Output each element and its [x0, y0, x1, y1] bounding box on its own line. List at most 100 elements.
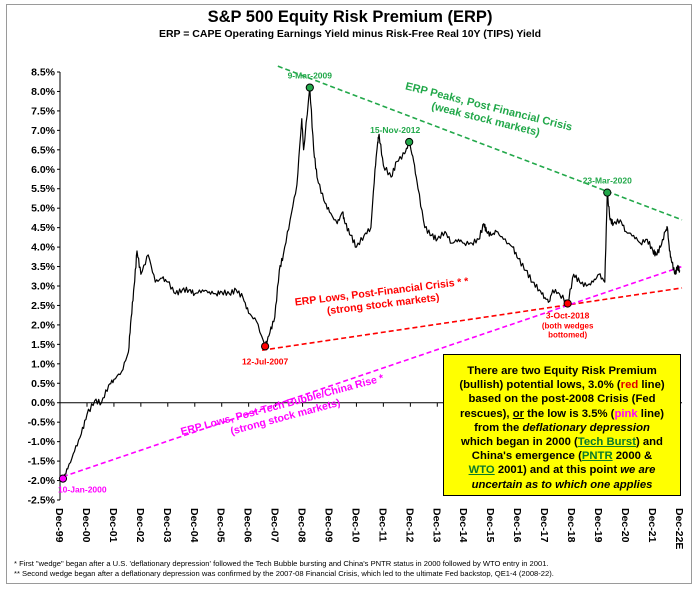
wedge-note-line: bottomed) — [548, 331, 587, 340]
pntr-link[interactable]: PNTR — [581, 450, 613, 463]
x-tick-label: Dec-22E — [673, 508, 685, 549]
x-tick-label: Dec-08 — [296, 508, 308, 543]
x-tick-label: Dec-11 — [376, 508, 388, 542]
y-tick-label: 6.0% — [31, 164, 56, 176]
wedge-note-line: (both wedges — [542, 322, 594, 331]
x-tick-label: Dec-16 — [511, 508, 523, 543]
y-tick-label: -1.5% — [28, 456, 56, 468]
trend-line-lows_post_tech — [62, 265, 683, 478]
x-tick-label: Dec-09 — [323, 508, 335, 543]
y-tick-label: 2.0% — [31, 319, 56, 331]
y-tick-label: 8.5% — [31, 67, 56, 79]
annotation-lows-crisis: ERP Lows, Post-Financial Crisis * *(stro… — [294, 275, 470, 317]
x-tick-label: Dec-02 — [134, 508, 146, 543]
x-tick-label: Dec-19 — [592, 508, 604, 543]
series-layer — [62, 87, 681, 479]
footnote-2: ** Second wedge began after a deflationa… — [14, 569, 554, 578]
info-box: There are two Equity Risk Premium (bulli… — [443, 354, 681, 496]
y-tick-label: 7.5% — [31, 105, 56, 117]
info-pink-word: pink — [614, 407, 638, 420]
footnotes: * First "wedge" began after a U.S. 'defl… — [14, 559, 690, 579]
marker-label: 10-Jan-2000 — [58, 485, 107, 495]
x-tick-label: Dec-20 — [619, 508, 631, 543]
info-line-4b: the low is 3.5% ( — [524, 407, 615, 420]
marker-point — [563, 299, 572, 308]
x-tick-label: Dec-21 — [646, 508, 658, 543]
y-tick-label: 6.5% — [31, 144, 56, 156]
x-tick-label: Dec-10 — [349, 508, 361, 543]
marker-label: 9-Mar-2009 — [288, 71, 333, 81]
info-red-word: red — [620, 379, 639, 392]
chart-frame — [6, 4, 692, 584]
axes: -2.5% -2.0% -1.5% -1.0% -0.5% 0.0% 0.5% 1.0% 1.5… — [28, 67, 685, 550]
info-line-8a: 2001) and at this point — [494, 464, 621, 477]
y-tick-label: -1.0% — [28, 436, 56, 448]
x-tick-label: Dec-06 — [242, 508, 254, 543]
trend-lines — [62, 65, 683, 478]
y-tick-label: -0.5% — [28, 417, 56, 429]
marker-label: 3-Oct-2018 — [546, 311, 590, 321]
trend-line-lows_post_crisis — [261, 287, 683, 351]
x-tick-label: Dec-03 — [161, 508, 173, 543]
info-line-2b: line) — [638, 379, 665, 392]
y-tick-label: 4.0% — [31, 242, 56, 254]
marker-label: 12-Jul-2007 — [242, 356, 289, 366]
info-line-7b: 2000 & — [612, 450, 653, 463]
x-tick-label: Dec-17 — [538, 508, 550, 543]
erp-series-line — [62, 87, 681, 479]
y-tick-label: 3.5% — [31, 261, 56, 273]
x-tick-label: Dec-12 — [403, 508, 415, 543]
info-line-4c: line) — [637, 407, 665, 420]
x-tick-label: Dec-04 — [188, 508, 200, 543]
annotation-lows-tech: ERP Lows, Post-Tech Bubble/China Rise *(… — [179, 372, 385, 438]
info-or-word: or — [512, 407, 525, 420]
x-tick-label: Dec-15 — [484, 508, 496, 543]
x-tick-label: Dec-00 — [80, 508, 92, 543]
info-we-are: we are — [620, 464, 656, 477]
y-tick-label: 7.0% — [31, 125, 56, 137]
marker-point — [603, 188, 612, 197]
info-line-7a: China's emergence ( — [471, 450, 582, 463]
markers-layer: 9-Mar-2009 15-Nov-2012 23-Mar-2020 12-Jul-2… — [58, 71, 632, 495]
y-tick-label: 1.5% — [31, 339, 56, 351]
y-tick-label: 1.0% — [31, 358, 56, 370]
marker-label: 23-Mar-2020 — [583, 176, 632, 186]
y-tick-label: 3.0% — [31, 281, 56, 293]
x-tick-label: Dec-99 — [53, 508, 65, 543]
footnote-1: * First "wedge" began after a U.S. 'defl… — [14, 559, 549, 568]
x-tick-label: Dec-05 — [215, 508, 227, 543]
marker-point — [405, 137, 414, 147]
info-line-3: based on the post-2008 Crisis (Fed — [468, 393, 656, 406]
info-line-1: There are two Equity Risk Premium — [467, 365, 657, 377]
y-tick-label: 0.5% — [31, 378, 56, 390]
x-tick-label: Dec-18 — [565, 508, 577, 543]
y-tick-label: 0.0% — [31, 397, 56, 409]
x-tick-label: Dec-07 — [269, 508, 281, 543]
y-tick-label: 8.0% — [31, 86, 56, 98]
y-tick-label: 5.0% — [31, 203, 56, 215]
x-tick-label: Dec-01 — [107, 508, 119, 543]
info-line-6b: ) and — [635, 436, 663, 449]
y-tick-label: -2.0% — [28, 475, 56, 487]
info-line-5a: from the — [474, 421, 523, 434]
marker-point — [260, 342, 270, 351]
info-deflation-phrase: deflationary depression — [522, 421, 650, 434]
x-tick-label: Dec-13 — [430, 508, 442, 543]
marker-point — [58, 474, 68, 483]
marker-label: 15-Nov-2012 — [370, 125, 420, 135]
y-tick-label: -2.5% — [28, 495, 56, 507]
trend-line-peaks — [277, 65, 683, 221]
info-line-4a: rescues), — [459, 407, 513, 420]
info-line-9: uncertain as to which one applies — [471, 478, 653, 491]
chart-title: S&P 500 Equity Risk Premium (ERP) — [207, 8, 493, 26]
info-line-6a: which began in 2000 ( — [461, 436, 578, 449]
x-tick-label: Dec-14 — [457, 508, 469, 543]
annotation-peaks: ERP Peaks, Post Financial Crisis(weak st… — [404, 81, 573, 140]
marker-point — [305, 83, 314, 92]
wto-link[interactable]: WTO — [468, 464, 495, 477]
y-tick-label: 4.5% — [31, 222, 56, 234]
info-line-2a: (bullish) potential lows, 3.0% ( — [459, 379, 621, 392]
y-tick-label: 2.5% — [31, 300, 56, 312]
tech-burst-link[interactable]: Tech Burst — [577, 436, 636, 449]
